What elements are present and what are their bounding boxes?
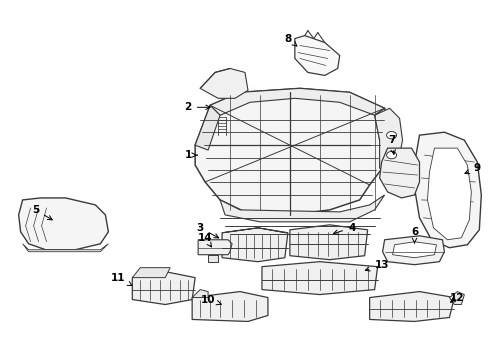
Text: 12: 12 xyxy=(449,293,464,302)
Polygon shape xyxy=(289,225,367,260)
Polygon shape xyxy=(198,240,232,255)
Polygon shape xyxy=(208,255,218,262)
Text: 14: 14 xyxy=(197,233,212,247)
Polygon shape xyxy=(192,289,208,298)
Polygon shape xyxy=(22,244,108,252)
Polygon shape xyxy=(220,195,384,222)
Text: 9: 9 xyxy=(464,163,480,174)
Circle shape xyxy=(386,152,396,159)
Text: 4: 4 xyxy=(333,223,355,234)
Polygon shape xyxy=(192,292,267,321)
Polygon shape xyxy=(222,228,287,262)
Polygon shape xyxy=(200,68,247,98)
Polygon shape xyxy=(132,272,195,305)
Circle shape xyxy=(215,102,228,112)
Text: 7: 7 xyxy=(387,135,395,154)
Circle shape xyxy=(218,104,225,110)
Circle shape xyxy=(386,131,396,139)
Polygon shape xyxy=(382,236,444,265)
Polygon shape xyxy=(262,262,377,294)
Text: 10: 10 xyxy=(201,294,221,305)
Text: 2: 2 xyxy=(184,102,210,112)
Text: 1: 1 xyxy=(184,150,197,160)
Polygon shape xyxy=(414,132,480,248)
Text: 6: 6 xyxy=(410,227,417,243)
Polygon shape xyxy=(132,268,170,278)
Polygon shape xyxy=(374,108,402,175)
Polygon shape xyxy=(379,148,419,198)
Text: 3: 3 xyxy=(196,223,218,238)
Polygon shape xyxy=(369,292,453,321)
Text: 8: 8 xyxy=(284,33,296,46)
Polygon shape xyxy=(448,292,464,305)
Polygon shape xyxy=(19,198,108,250)
Polygon shape xyxy=(195,105,220,150)
Polygon shape xyxy=(392,242,436,258)
Polygon shape xyxy=(222,228,287,233)
Text: 11: 11 xyxy=(111,273,132,285)
Polygon shape xyxy=(374,108,389,140)
Text: 13: 13 xyxy=(365,260,388,271)
Polygon shape xyxy=(294,36,339,75)
Polygon shape xyxy=(195,88,389,215)
Polygon shape xyxy=(427,148,470,240)
Text: 5: 5 xyxy=(32,205,52,220)
Polygon shape xyxy=(210,88,384,115)
